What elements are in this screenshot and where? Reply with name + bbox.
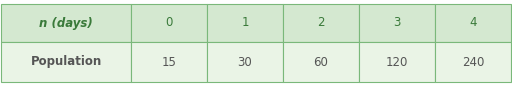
Text: Population: Population — [30, 56, 101, 69]
Text: 15: 15 — [162, 56, 177, 69]
Bar — [207, 4, 283, 42]
Text: 120: 120 — [386, 56, 408, 69]
Bar — [283, 42, 359, 82]
Bar — [283, 4, 359, 42]
Text: 30: 30 — [238, 56, 252, 69]
Bar — [1, 4, 131, 42]
Bar — [207, 42, 283, 82]
Bar — [435, 4, 511, 42]
Bar — [359, 4, 435, 42]
Text: n (days): n (days) — [39, 16, 93, 29]
Text: 0: 0 — [165, 16, 173, 29]
Bar — [1, 42, 131, 82]
Text: 240: 240 — [462, 56, 484, 69]
Bar — [131, 4, 207, 42]
Text: 3: 3 — [393, 16, 401, 29]
Bar — [435, 42, 511, 82]
Bar — [131, 42, 207, 82]
Text: 1: 1 — [241, 16, 249, 29]
Bar — [359, 42, 435, 82]
Text: 60: 60 — [313, 56, 328, 69]
Text: 4: 4 — [470, 16, 477, 29]
Text: 2: 2 — [317, 16, 325, 29]
